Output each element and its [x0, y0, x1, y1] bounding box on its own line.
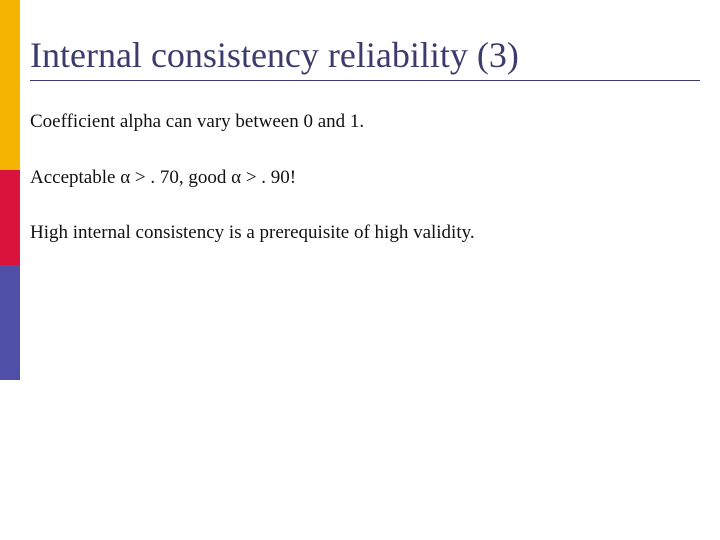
sidebar-band-yellow	[0, 0, 20, 170]
accent-sidebar	[0, 0, 20, 540]
slide-paragraph: Acceptable α > . 70, good α > . 90!	[30, 165, 700, 191]
slide-title: Internal consistency reliability (3)	[30, 34, 700, 81]
sidebar-band-blue	[0, 265, 20, 380]
slide-paragraph: High internal consistency is a prerequis…	[30, 220, 700, 246]
slide-paragraph: Coefficient alpha can vary between 0 and…	[30, 109, 700, 135]
sidebar-band-red	[0, 170, 20, 265]
slide-content: Internal consistency reliability (3) Coe…	[30, 34, 700, 276]
